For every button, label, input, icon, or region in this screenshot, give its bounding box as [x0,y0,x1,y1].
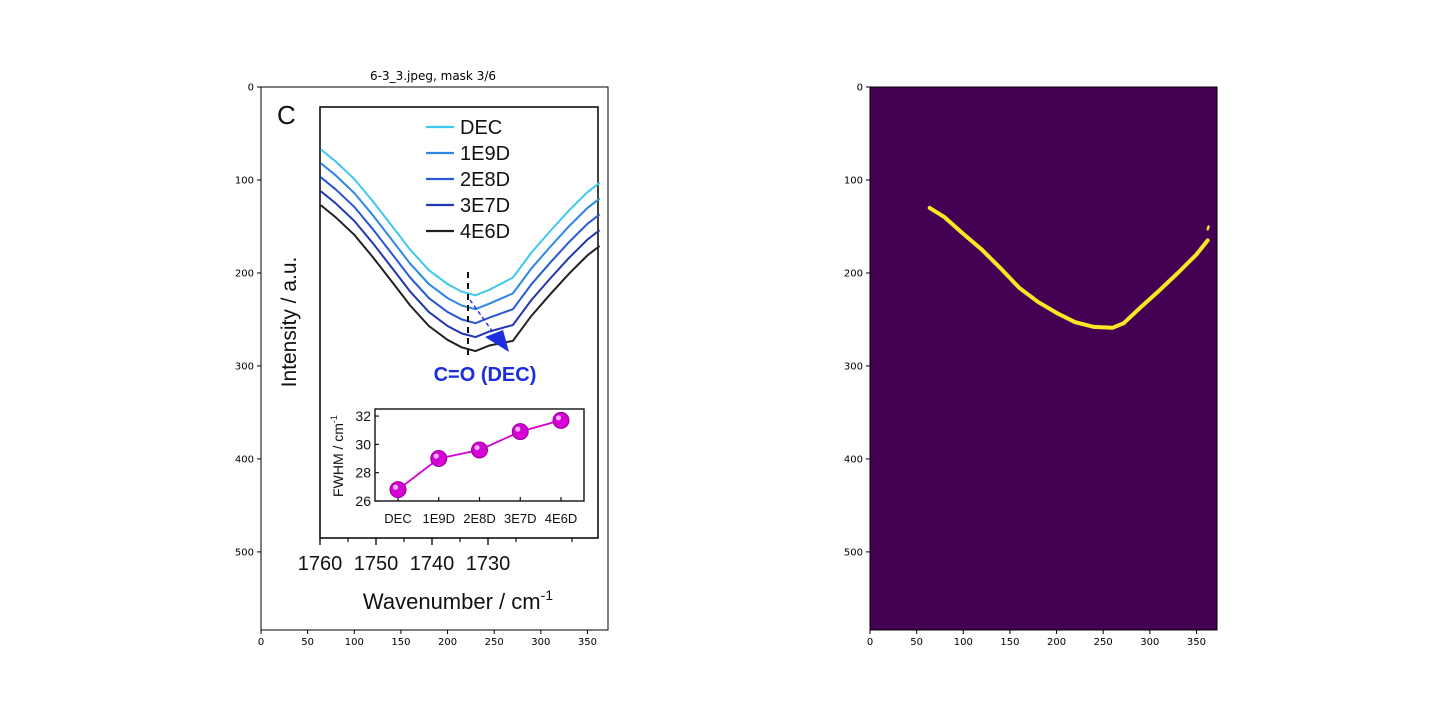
inset-data-point [471,441,488,459]
right-xtick-label: 250 [1094,637,1113,648]
right-xtick-label: 300 [1140,637,1159,648]
right-ytick-label: 500 [844,547,863,558]
inset-point-highlight [474,444,480,451]
right-axes-frame [869,86,1218,631]
inset-ytick-label: 32 [355,408,371,424]
embedded-xtick-label: 1750 [354,553,399,575]
inset-ylabel-sup: -1 [329,415,339,423]
right-ytick-label: 300 [844,361,863,372]
inset-xtick-label: DEC [384,511,411,526]
right-xtick-label: 0 [867,637,873,648]
source-image [261,87,608,630]
embedded-series-line [320,176,601,325]
left-xtick-label: 350 [578,637,597,648]
left-xtick-label: 0 [258,637,264,648]
left-panel-title: 6-3_3.jpeg, mask 3/6 [370,69,496,83]
inset-point-highlight [555,415,562,421]
left-image-panel: 6-3_3.jpeg, mask 3/6 C C=O (DEC) DEC 1E9D… [235,69,609,649]
inset-point-highlight [392,484,399,490]
left-axes-frame [260,86,609,631]
embedded-xtick-label: 1740 [410,553,455,575]
embedded-curves [320,148,601,353]
left-ytick-label: 300 [235,361,254,372]
embedded-xtick-label: 1760 [298,553,343,575]
right-ytick-label: 0 [857,83,863,94]
panel-letter: C [277,100,296,130]
inset-points [389,411,570,499]
mask-fleck [1206,225,1210,231]
left-axis-ticks: 0 50 100 150 200 250 300 350 0 100 200 300 400 500 [235,83,597,649]
inset-yticks: 26 28 30 32 [355,408,379,509]
embedded-xtick-label: 1730 [466,553,511,575]
left-ytick-label: 200 [235,268,254,279]
right-xtick-label: 100 [954,637,973,648]
embedded-series-line [320,162,601,311]
embedded-series-line [320,148,601,297]
inset-chart: 26 28 30 32 DEC 1E9D 2E8D 3E7D 4E6D FWHM / cm-1 [329,408,585,526]
shift-arrow-head [485,330,509,352]
embedded-legend: DEC 1E9D 2E8D 3E7D 4E6D [426,117,510,243]
inset-ytick-label: 28 [355,465,371,481]
inset-point-highlight [515,426,521,432]
right-xtick-label: 150 [1000,637,1019,648]
right-axis-ticks: 0 50 100 150 200 250 300 350 0 100 200 300 400 500 [844,83,1206,649]
left-xtick-label: 300 [531,637,550,648]
mask-curve [927,205,1210,330]
carbonyl-annotation: C=O (DEC) [434,364,537,386]
embedded-series-line [320,190,601,339]
right-xtick-label: 200 [1047,637,1066,648]
left-ytick-label: 0 [248,83,254,94]
left-xtick-label: 50 [301,637,314,648]
inset-data-point [552,411,570,429]
left-xtick-label: 100 [345,637,364,648]
inset-xtick-label: 2E8D [463,511,496,526]
inset-xticks: DEC 1E9D 2E8D 3E7D 4E6D [384,497,577,526]
inset-point-highlight [433,453,439,459]
embedded-legend-label: DEC [460,117,502,139]
embedded-xlabel: Wavenumber / cm-1 [363,587,553,614]
left-xtick-label: 200 [438,637,457,648]
right-ytick-label: 200 [844,268,863,279]
right-ytick-label: 400 [844,454,863,465]
embedded-xlabel-sup: -1 [541,587,554,603]
left-ytick-label: 100 [235,175,254,186]
embedded-legend-label: 1E9D [460,143,510,165]
left-ytick-label: 500 [235,547,254,558]
left-xtick-label: 250 [485,637,504,648]
inset-ylabel-text: FWHM / cm [330,423,346,497]
inset-xtick-label: 4E6D [545,511,578,526]
inset-data-point [430,450,448,468]
inset-xtick-label: 3E7D [504,511,537,526]
embedded-xlabel-text: Wavenumber / cm [363,589,541,614]
right-xtick-label: 50 [910,637,923,648]
embedded-xticks: 1760 1750 1740 1730 [298,538,573,575]
inset-ylabel: FWHM / cm-1 [329,415,346,497]
embedded-legend-label: 3E7D [460,195,510,217]
right-mask-panel: 0 50 100 150 200 250 300 350 0 100 200 300 400 500 [844,83,1218,649]
embedded-series-line [320,204,601,353]
left-xtick-label: 150 [391,637,410,648]
right-ytick-label: 100 [844,175,863,186]
embedded-legend-label: 2E8D [460,169,510,191]
right-xtick-label: 350 [1187,637,1206,648]
embedded-legend-label: 4E6D [460,221,510,243]
inset-ytick-label: 30 [355,436,371,452]
left-ytick-label: 400 [235,454,254,465]
embedded-figure: C C=O (DEC) DEC 1E9D 2E8D 3E7D 4E6D Intensit… [277,100,601,614]
embedded-ylabel: Intensity / a.u. [278,257,301,388]
embedded-plot-frame [319,106,599,539]
inset-xtick-label: 1E9D [422,511,455,526]
inset-data-point [389,481,407,499]
mask-background [870,87,1217,630]
inset-data-point [511,423,529,441]
inset-ytick-label: 26 [355,493,371,509]
